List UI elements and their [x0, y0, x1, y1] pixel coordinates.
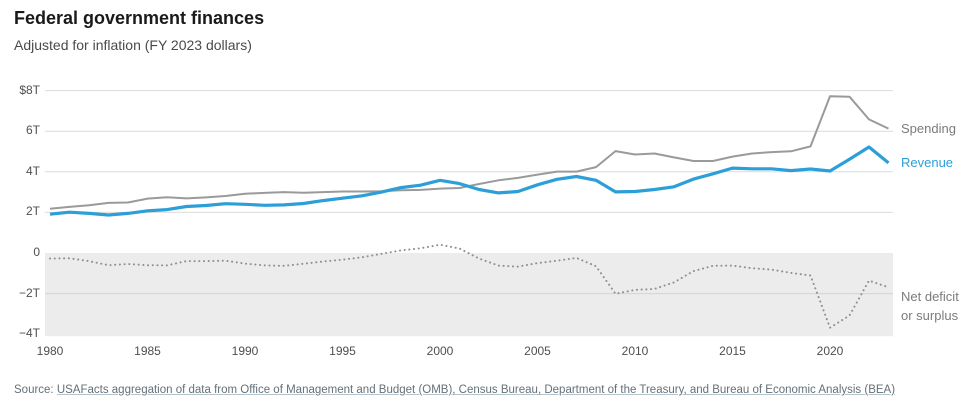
revenue-line[interactable]	[49, 145, 890, 217]
source-prefix: Source:	[14, 384, 57, 396]
y-tick-label: 0	[33, 245, 40, 259]
x-tick-label: 2010	[621, 344, 649, 358]
x-tick-label: 2020	[816, 344, 844, 358]
net-deficit-or-surplus-line[interactable]	[49, 243, 890, 329]
page-title: Federal government finances	[14, 8, 265, 28]
y-tick-label: $8T	[19, 82, 40, 97]
x-tick-label: 2000	[426, 344, 454, 358]
x-tick-label: 1995	[329, 344, 356, 358]
x-tick-label: 2015	[719, 344, 746, 358]
series-label-spending: Spending	[901, 120, 956, 136]
source-link[interactable]: USAFacts aggregation of data from Office…	[56, 384, 896, 396]
y-tick-label: −2T	[18, 285, 40, 300]
page-subtitle: Adjusted for inflation (FY 2023 dollars)	[14, 37, 252, 53]
y-tick-label: 4T	[25, 163, 40, 178]
finances-line-chart: $8T 6T 4T 2T 0 −2T −4T 1980 1985 1990 1995 2000 2005…	[18, 82, 959, 358]
series-label-net-deficit-or-surplus: Net deficit or surplus	[901, 289, 959, 323]
y-tick-label: 2T	[25, 204, 40, 219]
series-label-revenue: Revenue	[901, 154, 954, 170]
spending-line[interactable]	[49, 95, 889, 210]
x-tick-label: 1980	[36, 344, 64, 358]
x-tick-label: 1990	[231, 344, 259, 358]
negative-region	[45, 253, 893, 337]
x-tick-label: 2005	[524, 344, 551, 358]
chart-svg	[45, 90, 893, 337]
y-tick-label: 6T	[25, 123, 40, 138]
source-line: Source: USAFacts aggregation of data fro…	[14, 384, 895, 396]
y-tick-label: −4T	[18, 326, 40, 341]
x-tick-label: 1985	[134, 344, 161, 358]
